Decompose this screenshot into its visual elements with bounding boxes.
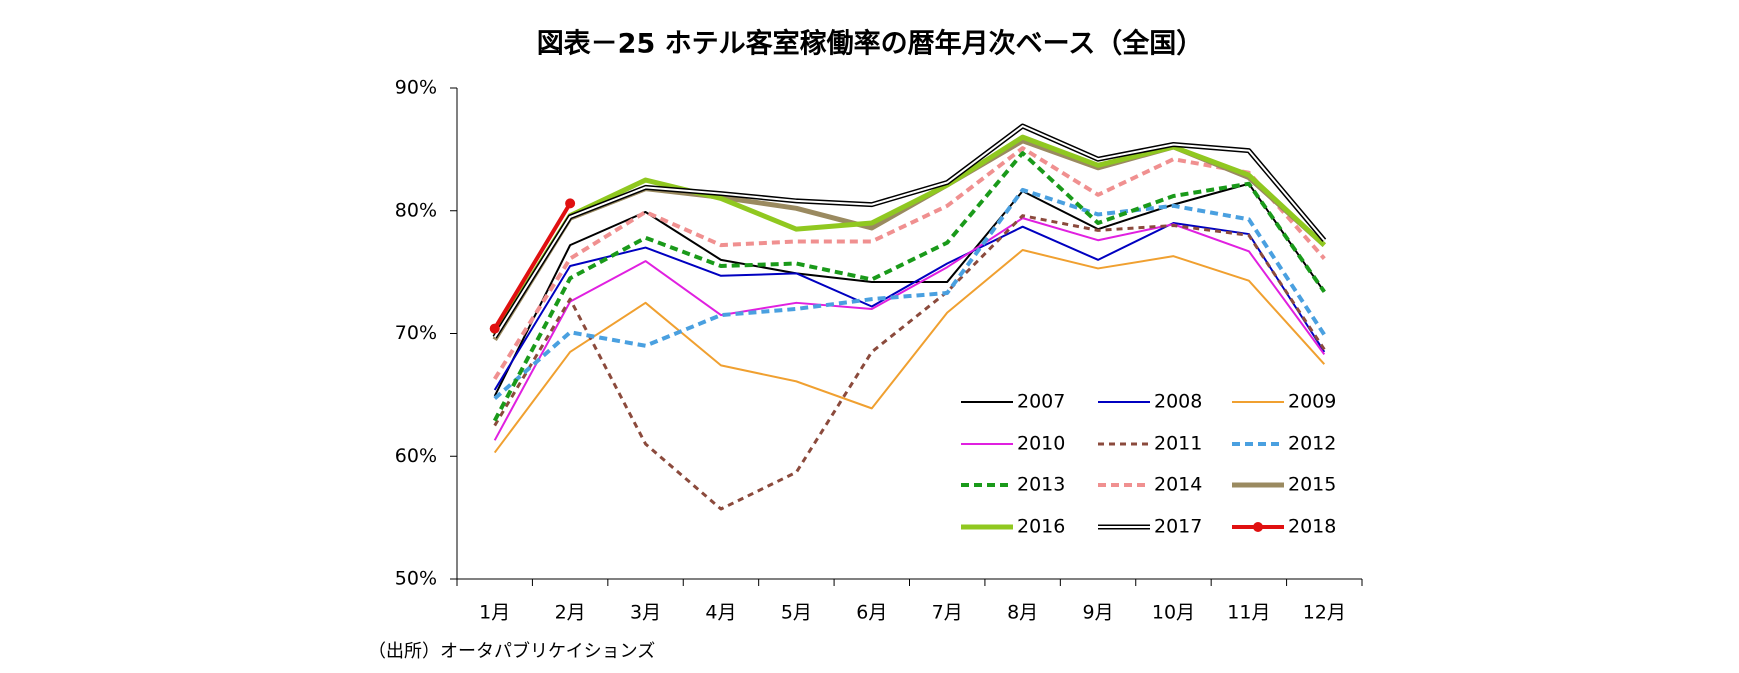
line-series: [492, 134, 1326, 337]
line-series: [493, 146, 1326, 380]
line-series: [492, 202, 572, 330]
legend-label: 2010: [1017, 433, 1065, 455]
legend-label: 2017: [1154, 516, 1202, 538]
line-series: [493, 182, 1326, 397]
x-tick-label: 2月: [555, 602, 586, 624]
point: [489, 323, 500, 334]
y-tick-label: 70%: [395, 322, 437, 344]
line-series: [493, 217, 1326, 441]
line-series: [493, 222, 1326, 391]
y-tick-label: 90%: [395, 77, 437, 99]
legend-label: 2007: [1017, 391, 1065, 413]
x-tick-label: 1月: [479, 602, 510, 624]
y-tick-label: 50%: [395, 568, 437, 590]
x-tick-label: 11月: [1227, 602, 1270, 624]
x-tick-label: 4月: [705, 602, 736, 624]
legend-marker: [1253, 522, 1263, 532]
point: [565, 198, 576, 209]
x-tick-label: 10月: [1152, 602, 1195, 624]
line-series: [493, 249, 1326, 454]
legend-label: 2011: [1154, 433, 1202, 455]
legend-label: 2009: [1288, 391, 1336, 413]
line-series: [493, 187, 1326, 401]
legend-label: 2014: [1154, 474, 1202, 496]
chart-title: 図表－25 ホテル客室稼働率の暦年月次ベース（全国）: [537, 28, 1204, 60]
x-tick-label: 5月: [781, 602, 812, 624]
x-tick-label: 8月: [1007, 602, 1038, 624]
x-tick-label: 6月: [856, 602, 887, 624]
line-series: [493, 214, 1326, 511]
line-series: [492, 151, 1326, 422]
legend-label: 2012: [1288, 433, 1336, 455]
y-tick-label: 80%: [395, 199, 437, 221]
x-tick-label: 3月: [630, 602, 661, 624]
legend-label: 2016: [1017, 516, 1065, 538]
x-tick-label: 9月: [1082, 602, 1113, 624]
y-tick-label: 60%: [395, 445, 437, 467]
legend-label: 2015: [1288, 474, 1336, 496]
legend-label: 2013: [1017, 474, 1065, 496]
source-note: （出所）オータパブリケイションズ: [368, 640, 655, 662]
line-series: [492, 138, 1326, 341]
legend-label: 2008: [1154, 391, 1202, 413]
x-tick-label: 7月: [932, 602, 963, 624]
line-series-inner: [493, 125, 1326, 338]
legend-label: 2018: [1288, 516, 1336, 538]
x-tick-label: 12月: [1303, 602, 1346, 624]
